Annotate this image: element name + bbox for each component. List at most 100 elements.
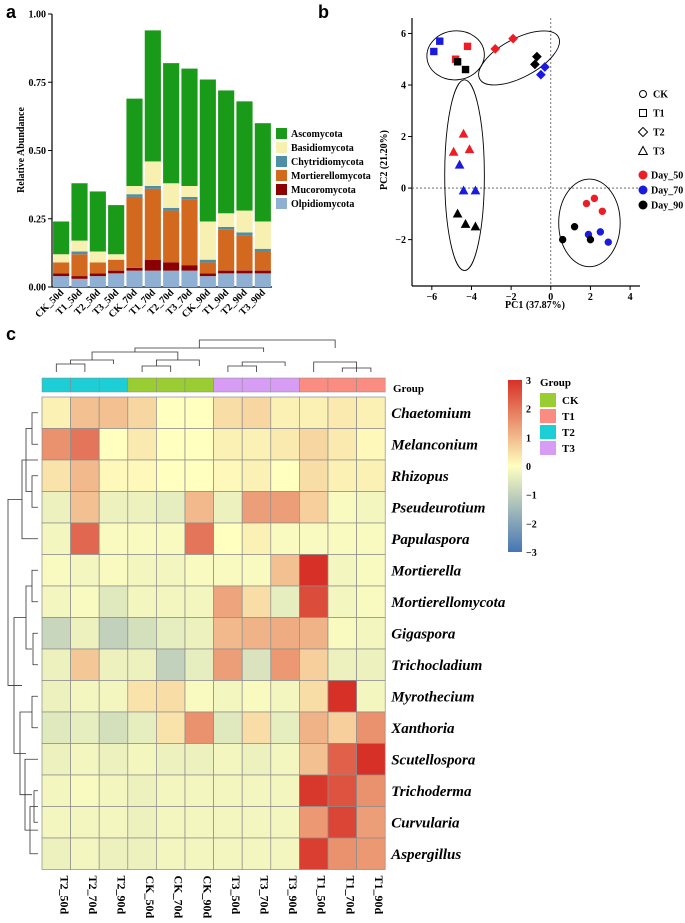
heatmap-cell xyxy=(70,459,100,492)
heatmap-cell xyxy=(70,522,100,555)
heatmap-cell xyxy=(98,743,129,776)
heatmap-cell xyxy=(299,554,329,587)
bar-segment-basidiomycota xyxy=(108,254,125,260)
heatmap-row-label: Rhizopus xyxy=(390,469,449,485)
heatmap-cell xyxy=(270,648,300,681)
heatmap-cell xyxy=(156,554,186,587)
column-dendrogram-branch xyxy=(313,361,357,372)
pca-point xyxy=(453,58,462,66)
heatmap-cell xyxy=(327,522,357,555)
heatmap-cell xyxy=(98,774,129,807)
heatmap-cell xyxy=(213,522,243,555)
bar-segment-chytridiomycota xyxy=(236,232,253,236)
pca-shape-legend-marker xyxy=(637,145,649,155)
heatmap-cell xyxy=(41,711,71,744)
heatmap-group-legend-title: Group xyxy=(540,377,571,389)
heatmap-cell xyxy=(70,491,100,524)
bar-legend-swatch xyxy=(276,184,287,195)
heatmap-cell xyxy=(127,743,157,776)
heatmap-cell xyxy=(356,428,386,461)
pca-point xyxy=(461,65,470,74)
heatmap-cell xyxy=(41,522,71,555)
column-dendrogram-branch xyxy=(227,365,257,372)
heatmap-cell xyxy=(70,617,100,650)
heatmap-cell xyxy=(184,680,214,713)
heatmap-cell xyxy=(184,522,214,555)
heatmap-cell xyxy=(327,648,357,681)
pca-color-legend-label: Day_50 xyxy=(651,171,683,182)
heatmap-cell xyxy=(356,837,386,870)
heatmap-cell xyxy=(184,743,214,776)
row-dendrogram-branch xyxy=(31,475,38,508)
column-dendrogram-branch xyxy=(70,359,114,364)
heatmap-scale-tick-label: −2 xyxy=(526,519,537,530)
pca-y-tick-label: 6 xyxy=(401,29,406,40)
heatmap-col-label: CK_50d xyxy=(143,876,157,919)
heatmap-cell xyxy=(270,743,300,776)
bar-segment-chytridiomycota xyxy=(126,194,143,197)
heatmap-cell xyxy=(299,617,329,650)
bar-segment-mucoromycota xyxy=(236,270,253,274)
bar-segment-mortierellomycota xyxy=(218,229,235,271)
heatmap-row-label: Mortierella xyxy=(390,563,461,579)
heatmap-cell xyxy=(98,806,129,839)
heatmap-cell xyxy=(241,522,272,555)
heatmap-cell xyxy=(70,554,100,587)
bar-segment-mucoromycota xyxy=(144,259,161,271)
bar-segment-mucoromycota xyxy=(254,270,271,274)
heatmap-color-scale xyxy=(508,380,522,552)
bar-segment-ascomycota xyxy=(126,98,143,186)
pca-point xyxy=(590,194,599,203)
heatmap-cell xyxy=(41,743,71,776)
pca-color-legend-marker xyxy=(638,170,648,180)
bar-segment-mucoromycota xyxy=(163,262,180,271)
heatmap-cell xyxy=(213,428,243,461)
heatmap-scale-tick-label: 2 xyxy=(526,405,531,416)
heatmap-scale-tick-label: 0 xyxy=(526,462,531,473)
pca-point xyxy=(582,199,591,208)
heatmap-row-label: Aspergillus xyxy=(390,847,461,863)
heatmap-group-legend-label: CK xyxy=(562,395,579,407)
heatmap-cell xyxy=(41,491,71,524)
heatmap-cell xyxy=(327,585,357,618)
heatmap-cell xyxy=(184,774,214,807)
bar-segment-basidiomycota xyxy=(236,210,253,233)
pca-point xyxy=(530,59,540,70)
heatmap-cell xyxy=(299,774,329,807)
heatmap-cell xyxy=(327,711,357,744)
bar-segment-olpidiomycota xyxy=(71,278,88,287)
heatmap-cell xyxy=(299,837,329,870)
heatmap-cell xyxy=(70,837,100,870)
heatmap-col-label: T2_50d xyxy=(57,876,71,915)
bar-segment-basidiomycota xyxy=(126,185,143,195)
bar-segment-olpidiomycota xyxy=(199,276,216,287)
heatmap-cell xyxy=(127,396,157,429)
heatmap-cell xyxy=(184,711,214,744)
heatmap-cell xyxy=(213,617,243,650)
heatmap-cell xyxy=(98,396,129,429)
heatmap-cell xyxy=(299,491,329,524)
pca-y-tick-label: 2 xyxy=(401,132,406,143)
heatmap-cell xyxy=(156,585,186,618)
heatmap-row-label: Pseudeurotium xyxy=(391,500,485,516)
heatmap-cell xyxy=(41,585,71,618)
column-dendrogram-branch xyxy=(134,347,265,352)
bar-segment-chytridiomycota xyxy=(218,226,235,230)
row-dendrogram-branch xyxy=(21,459,38,540)
pca-point xyxy=(598,207,607,215)
heatmap-cell xyxy=(70,743,100,776)
heatmap-cell xyxy=(156,680,186,713)
heatmap-col-label: T3_70d xyxy=(258,876,272,915)
heatmap-cell xyxy=(356,396,386,429)
pca-point xyxy=(464,144,475,154)
heatmap-cell xyxy=(270,617,300,650)
heatmap-cell xyxy=(356,617,386,650)
heatmap-cell xyxy=(70,396,100,429)
bar-segment-ascomycota xyxy=(163,63,180,184)
heatmap-cell xyxy=(41,459,71,492)
pca-point xyxy=(430,47,438,56)
heatmap-cell xyxy=(356,743,386,776)
pca-point xyxy=(508,33,518,44)
bar-segment-ascomycota xyxy=(218,90,235,214)
heatmap-cell xyxy=(98,648,129,681)
